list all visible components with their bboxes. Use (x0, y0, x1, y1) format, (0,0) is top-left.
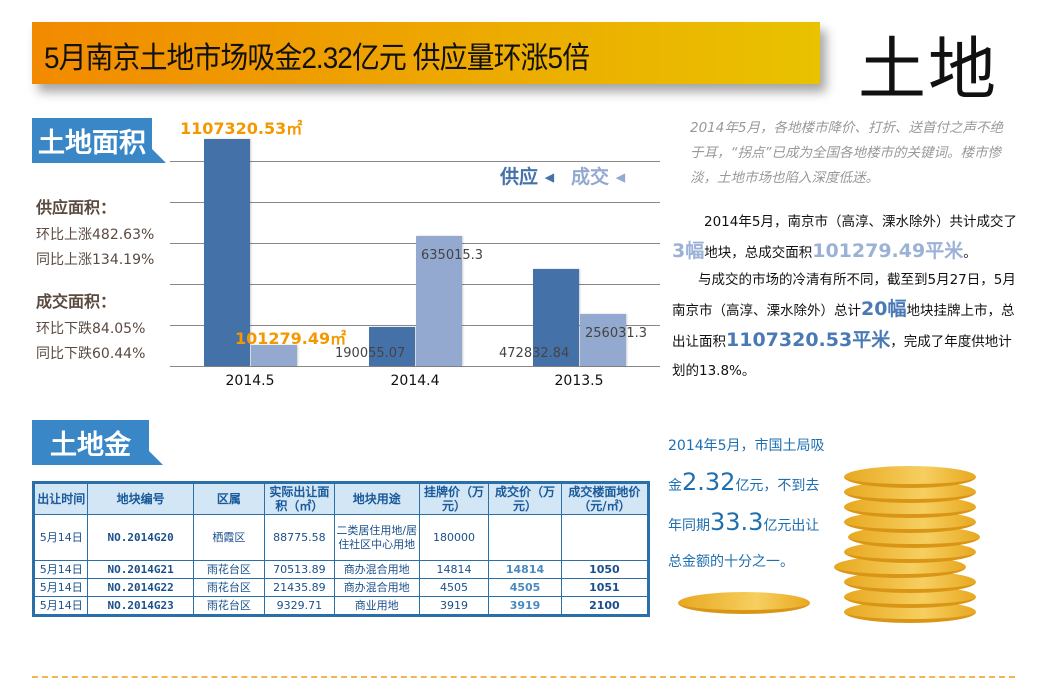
table-cell: 5月14日 (33, 514, 89, 561)
table-cell: 14814 (418, 560, 490, 579)
column-header: 挂牌价（万元） (418, 483, 490, 515)
table-cell: NO.2014G23 (87, 596, 194, 615)
table-cell: 14814 (488, 560, 562, 579)
table-cell: 1051 (560, 578, 649, 597)
legend-supply: 供应 ◂ (500, 166, 555, 188)
bar-deal (251, 345, 297, 366)
section-word: 土地 (858, 31, 999, 110)
body-paragraph-1: 2014年5月，南京市（高淳、溧水除外）共计成交了3幅地块，总成交面积10127… (672, 214, 1017, 262)
table-cell: 88775.58 (263, 514, 335, 561)
bar-supply (533, 269, 579, 366)
table-cell: 商办混合用地 (333, 560, 420, 579)
gridline (170, 243, 660, 244)
bar-supply (369, 327, 415, 366)
divider (32, 676, 1015, 678)
table-row: 5月14日 NO.2014G23 雨花台区 9329.71 商业用地 3919 3919 21… (33, 596, 649, 615)
table-cell: 70513.89 (263, 560, 335, 579)
table-cell: NO.2014G21 (87, 560, 194, 579)
data-label: 635015.3 (421, 247, 484, 263)
coin-icon (844, 466, 976, 488)
column-header: 成交楼面地价（元/㎡） (560, 483, 649, 515)
table-cell: 3919 (418, 596, 490, 615)
table-cell: 二类居住用地/居住社区中心用地 (333, 514, 420, 561)
supply-heading: 供应面积： (36, 198, 117, 217)
table-cell: 5月14日 (33, 560, 89, 579)
table-cell: 180000 (418, 514, 490, 561)
data-label: 101279.49㎡ (235, 329, 347, 349)
data-label: 190055.07 (335, 346, 406, 361)
area-section-title: 土地面积 (32, 118, 166, 163)
table-cell: 3919 (488, 596, 562, 615)
table-row: 5月14日 NO.2014G22 雨花台区 21435.89 商办混合用地 4505 450… (33, 578, 649, 597)
data-label: 1107320.53㎡ (180, 118, 303, 138)
column-header: 成交价（万元） (488, 483, 562, 515)
table-cell: 4505 (488, 578, 562, 597)
deal-mom: 环比下跌84.05% (36, 321, 146, 337)
gridline (170, 284, 660, 285)
page-title: 5月南京土地市场吸金2.32亿元 供应量环涨5倍 (44, 42, 590, 75)
area-bar-chart: 供应 ◂ 成交 ◂ 1107320.53㎡ 101279.49㎡ 2014.5 190… (170, 110, 660, 400)
supply-mom: 环比上涨482.63% (36, 227, 155, 243)
x-tick-label: 2014.5 (225, 373, 275, 389)
column-header: 出让时间 (33, 483, 89, 515)
body-paragraph-2: 与成交的市场的冷清有所不同，截至到5月27日，5月南京市（高淳、溧水除外）总计2… (672, 272, 1016, 379)
x-tick-label: 2013.5 (554, 373, 604, 389)
money-section-title: 土地金 (32, 420, 163, 465)
money-summary: 2014年5月，市国土局吸金2.32亿元，不到去年同期33.3亿元出让总金额的十… (668, 438, 825, 570)
coin-icon (678, 592, 810, 614)
table-cell: 栖霞区 (192, 514, 265, 561)
data-label: 256031.3 (585, 325, 648, 341)
column-header: 地块编号 (87, 483, 194, 515)
legend-deal: 成交 ◂ (571, 166, 626, 188)
table-row: 5月14日 NO.2014G20 栖霞区 88775.58 二类居住用地/居住社区中心用… (33, 514, 649, 561)
title-banner: 5月南京土地市场吸金2.32亿元 供应量环涨5倍 (32, 22, 820, 84)
table-cell: 雨花台区 (192, 560, 265, 579)
table-cell (560, 514, 649, 561)
table-cell: NO.2014G22 (87, 578, 194, 597)
table-cell: 4505 (418, 578, 490, 597)
table-cell: 5月14日 (33, 596, 89, 615)
column-header: 地块用途 (333, 483, 420, 515)
table-cell: 雨花台区 (192, 578, 265, 597)
table-cell: 5月14日 (33, 578, 89, 597)
deal-heading: 成交面积： (36, 292, 117, 311)
data-label: 472832.84 (499, 346, 570, 361)
bar-deal (416, 235, 462, 366)
table-cell (488, 514, 562, 561)
bar-supply (204, 138, 250, 366)
x-tick-label: 2014.4 (390, 373, 440, 389)
gridline (170, 325, 660, 326)
table-cell: 商业用地 (333, 596, 420, 615)
bar-deal (580, 313, 626, 366)
table-cell: 1050 (560, 560, 649, 579)
gridline (170, 366, 660, 367)
table-cell: 2100 (560, 596, 649, 615)
table-cell: 商办混合用地 (333, 578, 420, 597)
land-deals-table: 出让时间 地块编号 区属 实际出让面积（㎡） 地块用途 挂牌价（万元） 成交价（万元） 成交楼… (32, 481, 650, 617)
table-row: 5月14日 NO.2014G21 雨花台区 70513.89 商办混合用地 14814 14… (33, 560, 649, 579)
deal-yoy: 同比下跌60.44% (36, 346, 146, 362)
table-cell: 9329.71 (263, 596, 335, 615)
supply-yoy: 同比上涨134.19% (36, 252, 155, 268)
gridline (170, 202, 660, 203)
table-cell: NO.2014G20 (87, 514, 194, 561)
intro-text: 2014年5月，各地楼市降价、打折、送首付之声不绝于耳，“拐点”已成为全国各地楼… (690, 120, 1003, 186)
table-cell: 21435.89 (263, 578, 335, 597)
gridline (170, 161, 660, 162)
column-header: 实际出让面积（㎡） (263, 483, 335, 515)
column-header: 区属 (192, 483, 265, 515)
table-cell: 雨花台区 (192, 596, 265, 615)
